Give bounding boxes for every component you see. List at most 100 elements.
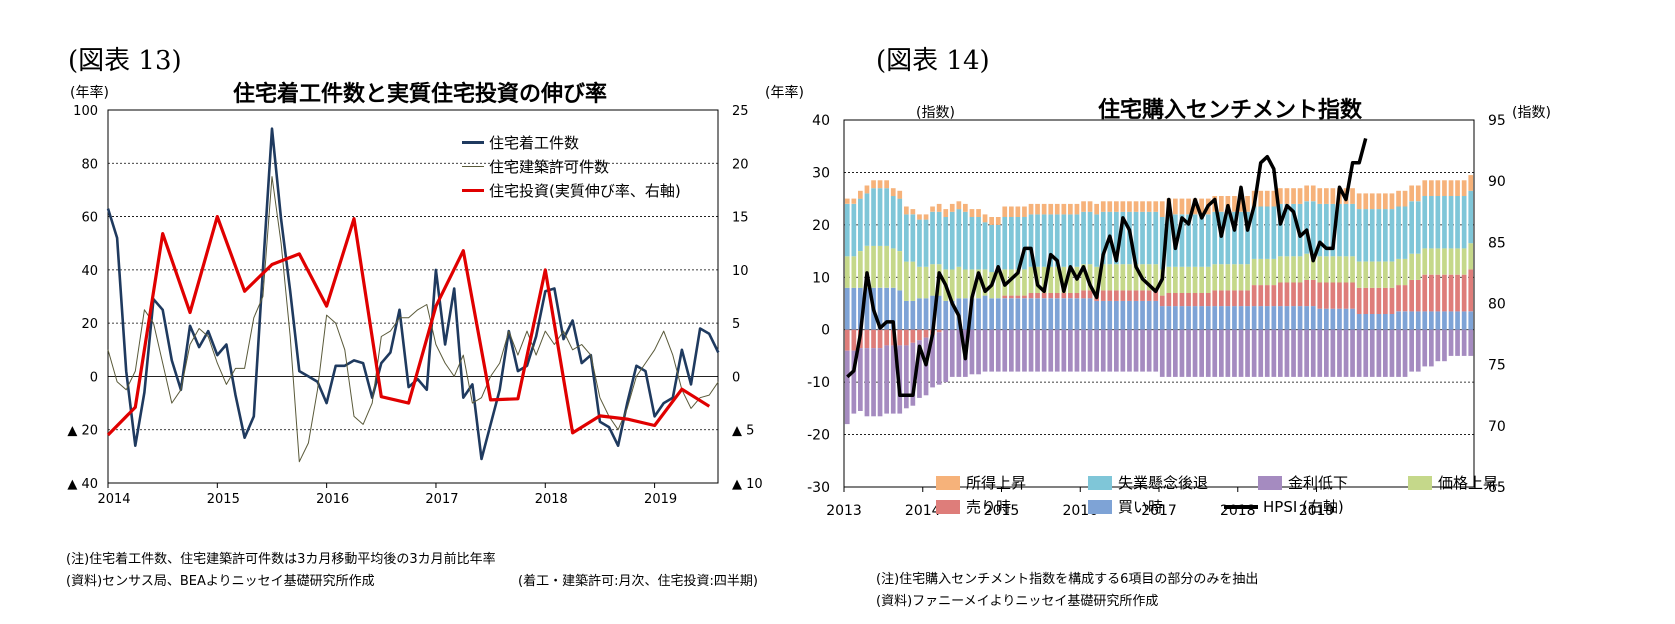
right-bar-segment [1376, 209, 1382, 262]
right-bar-segment [1264, 329, 1270, 377]
right-bar-segment [1100, 264, 1106, 291]
right-bar-segment [1429, 196, 1434, 249]
right-bar-segment [1402, 311, 1408, 330]
right-bar-segment [1002, 217, 1008, 270]
right-bar-segment [1422, 274, 1428, 312]
right-bar-segment [1041, 266, 1047, 293]
right-bar-segment [1389, 261, 1395, 288]
right-bar-segment [995, 224, 1001, 273]
right-bar-segment [1179, 329, 1185, 377]
right-x-tick-label: 2017 [1141, 503, 1177, 519]
right-bar-segment [995, 272, 1001, 299]
right-bar-segment [1054, 298, 1060, 330]
right-bar-segment [1369, 193, 1375, 210]
right-bar-segment [1054, 293, 1060, 299]
right-bar-segment [1107, 329, 1113, 372]
right-bar-segment [1337, 308, 1342, 330]
right-bar-segment [871, 180, 876, 189]
right-bar-segment [949, 211, 955, 270]
right-bar-segment [1468, 190, 1474, 244]
right-bar-segment [1054, 266, 1060, 293]
right-bar-segment [943, 329, 949, 383]
right-bar-segment [1310, 201, 1316, 254]
right-bar-segment [1245, 264, 1250, 291]
right-bar-segment [897, 290, 903, 330]
right-bar-segment [1061, 298, 1067, 330]
right-y-tick-label: -30 [807, 480, 830, 496]
right-bar-segment [1192, 306, 1198, 330]
right-bar-segment [851, 256, 857, 288]
right-bar-segment [1422, 311, 1428, 330]
right-unit-label: (指数) [916, 105, 955, 121]
right-bar-segment [917, 298, 922, 330]
right-bar-segment [1310, 279, 1316, 307]
left-right-y-tick-label: 5 [732, 317, 740, 332]
right-bar-segment [1422, 196, 1428, 249]
right-bar-segment [1343, 329, 1349, 377]
right-bar-segment [1442, 329, 1447, 362]
right-bar-segment [1251, 329, 1257, 377]
right-bar-segment [1310, 306, 1316, 330]
right-bar-segment [1232, 264, 1237, 291]
right-bar-segment [1081, 264, 1086, 291]
right-bar-segment [910, 214, 916, 262]
legend-unemployment: 失業懸念後退 [1088, 472, 1208, 493]
right-bar-segment [1041, 203, 1047, 215]
right-bar-segment [1232, 329, 1237, 377]
right-bar-segment [1048, 293, 1054, 299]
right-stacked-bar-chart: 40 30 20 10 0 -10 -20 -30 95 90 85 80 75 70 65 2013 2014… [807, 113, 1506, 519]
right-bar-segment [982, 329, 988, 372]
right-bar-segment [1245, 290, 1250, 307]
right-bar-segment [1087, 290, 1093, 299]
legend-sell: 売り時 [936, 496, 1011, 517]
right-bar-segment [844, 287, 850, 330]
right-bar-segment [956, 201, 962, 210]
right-bar-segment [1186, 329, 1191, 377]
right-bar-segment [1429, 311, 1434, 330]
right-bar-segment [1317, 282, 1323, 309]
right-bar-segment [1179, 293, 1185, 307]
right-bar-segment [1402, 206, 1408, 259]
right-bar-segment [1022, 329, 1027, 372]
right-bar-segment [1291, 188, 1296, 204]
right-bar-segment [890, 345, 896, 414]
right-hpsi-line [846, 137, 1368, 398]
left-right-y-tick-label: ▲ 5 [732, 424, 754, 439]
right-bar-segment [1356, 209, 1362, 262]
right-y-tick-label: 30 [812, 165, 830, 181]
right-bar-segment [1258, 258, 1264, 286]
right-bar-segment [1094, 329, 1099, 372]
right-bar-segment [930, 264, 935, 296]
right-bar-segment [936, 203, 942, 212]
right-bar-segment [1369, 261, 1375, 288]
right-bar-segment [1409, 329, 1414, 372]
right-bar-segment [1048, 329, 1054, 372]
right-bar-segment [904, 329, 909, 346]
right-bar-segment [1310, 185, 1316, 202]
right-bar-segment [1442, 274, 1447, 312]
right-bar-segment [1028, 214, 1034, 267]
right-bar-segment [963, 203, 968, 212]
right-bar-segment [1435, 248, 1441, 275]
right-bar-segment [858, 251, 863, 288]
right-bar-segment [844, 350, 850, 425]
right-bar-segment [1304, 306, 1309, 330]
right-bar-segment [969, 329, 975, 375]
right-bar-segment [1009, 269, 1014, 296]
right-bar-segment [1219, 306, 1224, 330]
right-bar-segment [858, 198, 863, 251]
right-bar-segment [851, 329, 857, 351]
right-y-tick-label: -10 [807, 375, 830, 391]
right-bar-segment [1415, 185, 1421, 202]
right-bar-segment [923, 266, 929, 299]
right-bar-segment [1396, 329, 1401, 377]
right-bar-segment [1415, 329, 1421, 372]
right-bar-segment [1028, 298, 1034, 330]
right-bar-segment [1468, 329, 1474, 356]
right-bar-segment [1278, 329, 1283, 377]
right-bar-segment [1245, 306, 1250, 330]
right-bar-segment [1081, 201, 1086, 212]
right-bar-segment [936, 211, 942, 265]
right-bar-segment [956, 266, 962, 299]
right-bar-segment [844, 256, 850, 288]
